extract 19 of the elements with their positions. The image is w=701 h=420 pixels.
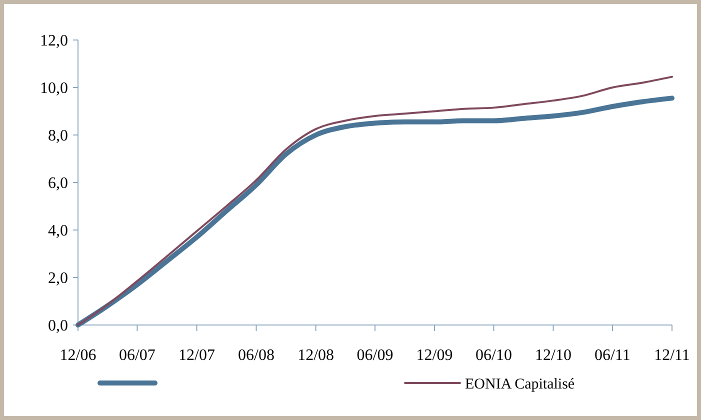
- x-tick-label: 12/09: [416, 347, 453, 364]
- x-tick-label: 06/07: [118, 347, 156, 364]
- x-tick-label: 06/10: [476, 347, 512, 364]
- x-tick-label: 12/06: [60, 347, 96, 364]
- y-tick-label: 12,0: [40, 32, 68, 50]
- x-tick-label: 12/08: [298, 347, 334, 364]
- x-tick-label: 06/11: [594, 347, 630, 364]
- y-tick-label: 0,0: [48, 318, 68, 335]
- x-tick-label: 06/08: [238, 347, 274, 364]
- x-tick-label: 12/11: [654, 347, 690, 364]
- x-tick-label: 06/09: [356, 347, 394, 364]
- y-tick-label: 10,0: [40, 80, 68, 98]
- x-tick-label: 12/07: [178, 347, 215, 364]
- y-tick-label: 8,0: [48, 128, 68, 145]
- y-tick-label: 2,0: [48, 270, 68, 288]
- y-tick-label: 6,0: [48, 175, 68, 192]
- legend-label: EONIA Capitalisé: [465, 376, 575, 392]
- x-tick-label: 12/10: [535, 347, 572, 364]
- y-tick-label: 4,0: [48, 222, 68, 240]
